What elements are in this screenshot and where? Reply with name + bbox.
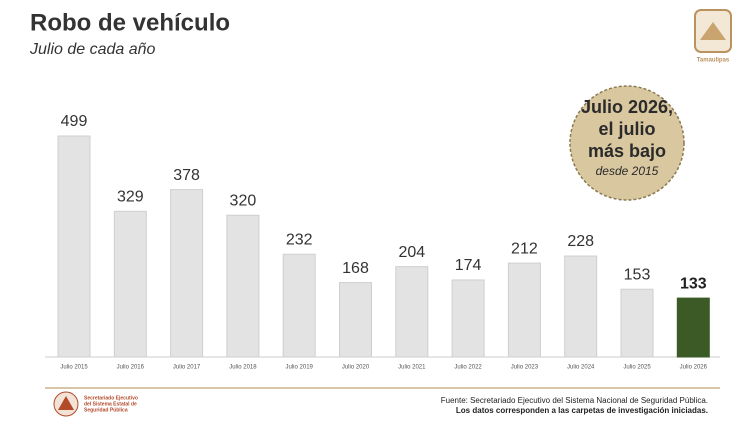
- value-label: 499: [61, 113, 88, 130]
- logo-left: [53, 391, 79, 417]
- x-tick-label: Julio 2020: [342, 365, 370, 371]
- logo-emblem: [700, 22, 726, 40]
- x-tick-label: Julio 2026: [680, 365, 708, 371]
- source-line: Los datos corresponden a las carpetas de…: [456, 406, 708, 415]
- logo-left-text: Seguridad Pública: [84, 407, 128, 413]
- bar: [339, 282, 372, 358]
- annotation-line: más bajo: [588, 141, 666, 161]
- source-line: Fuente: Secretariado Ejecutivo del Siste…: [441, 396, 708, 405]
- annotation-line: el julio: [598, 119, 655, 139]
- bar: [113, 210, 147, 358]
- x-tick-label: Julio 2022: [454, 365, 482, 371]
- value-label: 153: [624, 266, 651, 283]
- x-tick-label: Julio 2021: [398, 365, 426, 371]
- chart-title: Robo de vehículo: [30, 9, 230, 36]
- bar: [676, 297, 710, 358]
- x-tick-label: Julio 2016: [117, 365, 145, 371]
- x-tick-label: Julio 2023: [511, 365, 539, 371]
- value-label: 133: [680, 275, 707, 292]
- bar: [507, 262, 541, 358]
- value-label: 329: [117, 189, 144, 206]
- value-label: 320: [230, 192, 257, 209]
- value-label: 168: [342, 260, 369, 277]
- value-label: 232: [286, 231, 313, 248]
- bar: [395, 266, 429, 358]
- x-tick-label: Julio 2015: [60, 365, 88, 371]
- bar: [57, 135, 91, 358]
- value-label: 204: [398, 244, 425, 261]
- value-label: 228: [567, 233, 594, 250]
- bar: [282, 253, 316, 358]
- value-label: 212: [511, 240, 538, 257]
- annotation-line: Julio 2026,: [581, 97, 673, 117]
- annotation-badge: [569, 85, 685, 201]
- bar: [170, 189, 204, 358]
- value-label: 174: [455, 257, 482, 274]
- x-tick-label: Julio 2019: [286, 365, 314, 371]
- x-tick-label: Julio 2025: [623, 365, 651, 371]
- annotation-note: desde 2015: [596, 164, 659, 178]
- x-tick-label: Julio 2017: [173, 365, 201, 371]
- chart-subtitle: Julio de cada año: [29, 41, 156, 58]
- bar: [564, 255, 598, 358]
- x-tick-label: Julio 2024: [567, 365, 595, 371]
- bar: [620, 288, 654, 358]
- value-label: 378: [173, 167, 200, 184]
- logo-left-text: Secretariado Ejecutivo: [84, 395, 138, 401]
- logo-right: Tamaulipas: [694, 9, 732, 64]
- logo-text: Tamaulipas: [697, 58, 730, 64]
- bar: [226, 214, 260, 358]
- bar: [451, 279, 485, 358]
- logo-emblem: [58, 396, 74, 410]
- logo-left-text: del Sistema Estatal de: [84, 401, 137, 407]
- x-tick-label: Julio 2018: [229, 365, 257, 371]
